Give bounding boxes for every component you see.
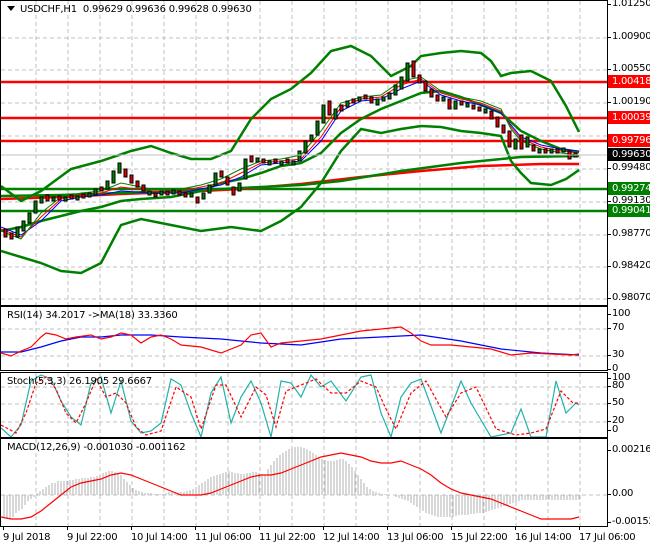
rsi-tick: 30 bbox=[607, 349, 625, 360]
stoch-label: Stoch(5,3,3) 26.1905 29.6667 bbox=[7, 376, 152, 387]
time-tick: 17 Jul 06:00 bbox=[579, 526, 636, 543]
stoch-tick: 50 bbox=[607, 397, 625, 408]
macd-panel[interactable]: MACD(12,26,9) -0.001030 -0.001162 bbox=[0, 438, 608, 527]
stoch-tick: 20 bbox=[607, 415, 625, 426]
symbol-label: USDCHF,H1 bbox=[20, 4, 77, 15]
macd-histogram bbox=[3, 447, 580, 519]
price-tick: 1.01250 bbox=[607, 0, 650, 9]
stoch-tick: 0 bbox=[607, 424, 619, 435]
price-axis[interactable]: 1.01250 1.00900 1.00550 1.00190 0.99480 … bbox=[607, 0, 650, 306]
macd-tick: -0.001527 bbox=[608, 516, 650, 528]
time-tick: 9 Jul 2018 bbox=[3, 526, 51, 543]
time-tick: 12 Jul 14:00 bbox=[323, 526, 380, 543]
macd-canvas bbox=[1, 439, 607, 526]
price-tick: 0.98070 bbox=[607, 292, 650, 303]
rsi-axis: 100 70 30 0 bbox=[607, 306, 650, 374]
level-label-resistance-3: 0.99796 bbox=[608, 134, 650, 147]
time-tick: 11 Jul 06:00 bbox=[195, 526, 252, 543]
stoch-axis: 100 80 50 20 0 bbox=[607, 372, 650, 438]
level-label-support-2: 0.99041 bbox=[608, 204, 650, 217]
level-label-resistance-2: 1.00039 bbox=[608, 111, 650, 124]
macd-axis: 0.002162 0.00 -0.001527 bbox=[607, 438, 650, 528]
rsi-panel[interactable]: RSI(14) 34.2017 ->MA(18) 33.3360 bbox=[0, 306, 608, 371]
candlesticks bbox=[3, 60, 578, 240]
price-tick: 0.98420 bbox=[607, 260, 650, 271]
rsi-tick: 100 bbox=[607, 308, 631, 319]
price-tick: 0.99130 bbox=[607, 195, 650, 206]
level-label-support-1: 0.99274 bbox=[608, 182, 650, 195]
time-tick: 13 Jul 06:00 bbox=[387, 526, 444, 543]
price-tick: 1.00900 bbox=[607, 31, 650, 42]
chart-header: USDCHF,H1 0.99629 0.99636 0.99628 0.9963… bbox=[7, 4, 252, 15]
time-tick: 15 Jul 22:00 bbox=[451, 526, 508, 543]
time-tick: 9 Jul 22:00 bbox=[67, 526, 118, 543]
time-tick: 10 Jul 14:00 bbox=[131, 526, 188, 543]
stoch-tick: 100 bbox=[607, 372, 631, 383]
price-tick: 1.00190 bbox=[607, 96, 650, 107]
stoch-tick: 80 bbox=[607, 380, 625, 391]
price-chart-canvas bbox=[1, 1, 607, 305]
stoch-panel[interactable]: Stoch(5,3,3) 26.1905 29.6667 bbox=[0, 372, 608, 438]
macd-tick: 0.00 bbox=[607, 488, 634, 499]
rsi-canvas bbox=[1, 307, 607, 370]
rsi-tick: 0 bbox=[607, 363, 619, 374]
main-price-panel[interactable]: USDCHF,H1 0.99629 0.99636 0.99628 0.9963… bbox=[0, 0, 608, 306]
macd-label: MACD(12,26,9) -0.001030 -0.001162 bbox=[7, 442, 186, 453]
collapse-triangle-icon[interactable] bbox=[7, 6, 15, 11]
time-tick: 11 Jul 22:00 bbox=[259, 526, 316, 543]
price-tick: 0.99480 bbox=[607, 162, 650, 173]
time-tick: 16 Jul 14:00 bbox=[515, 526, 572, 543]
macd-tick: 0.002162 bbox=[607, 444, 650, 456]
price-tick: 0.98770 bbox=[607, 228, 650, 239]
rsi-label: RSI(14) 34.2017 ->MA(18) 33.3360 bbox=[7, 310, 178, 321]
stoch-canvas bbox=[1, 373, 607, 437]
time-axis[interactable]: 9 Jul 2018 9 Jul 22:00 10 Jul 14:00 11 J… bbox=[0, 526, 636, 550]
level-label-resistance-1: 1.00418 bbox=[608, 75, 650, 88]
current-price-label: 0.99630 bbox=[608, 148, 650, 161]
rsi-tick: 70 bbox=[607, 322, 625, 333]
price-tick: 1.00550 bbox=[607, 63, 650, 74]
ohlc-values: 0.99629 0.99636 0.99628 0.99630 bbox=[82, 4, 252, 15]
